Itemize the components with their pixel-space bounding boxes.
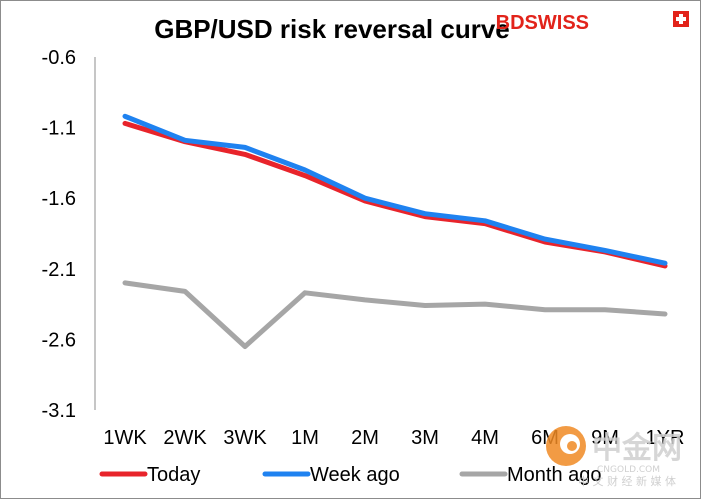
- x-tick-label: 1YR: [646, 427, 685, 449]
- brand-cross-icon: [673, 11, 689, 27]
- y-tick-label: -1.6: [42, 188, 76, 210]
- x-tick-label: 9M: [591, 427, 619, 449]
- series-lines: [122, 113, 668, 349]
- brand-name: BDSWISS: [496, 12, 589, 34]
- legend-label-today: Today: [147, 464, 200, 486]
- watermark-tagline: 中 文 财 经 新 媒 体: [578, 474, 676, 488]
- brand-logo: BDSWISS: [496, 11, 689, 34]
- x-tick-label: 1M: [291, 427, 319, 449]
- watermark-url: CNGOLD.COM: [597, 465, 660, 475]
- x-tick-label: 2M: [351, 427, 379, 449]
- x-tick-label: 3M: [411, 427, 439, 449]
- x-tick-label: 4M: [471, 427, 499, 449]
- y-tick-label: -2.1: [42, 259, 76, 281]
- x-tick-label: 3WK: [223, 427, 267, 449]
- y-tick-label: -0.6: [42, 47, 76, 69]
- watermark-name: 中金网: [592, 431, 682, 466]
- legend-label-month-ago: Month ago: [507, 464, 602, 486]
- x-tick-labels: 1WK 2WK 3WK 1M 2M 3M 4M 6M 9M 1YR: [103, 427, 684, 449]
- y-tick-label: -2.6: [42, 329, 76, 351]
- y-tick-labels: -0.6 -1.1 -1.6 -2.1 -2.6 -3.1: [42, 47, 76, 422]
- y-tick-label: -1.1: [42, 118, 76, 140]
- watermark-logo-icon: [546, 426, 586, 466]
- series-line-month-ago: [122, 280, 668, 349]
- watermark: 中金网 CNGOLD.COM 中 文 财 经 新 媒 体: [546, 426, 682, 488]
- x-tick-label: 1WK: [103, 427, 147, 449]
- y-tick-label: -3.1: [42, 400, 76, 422]
- series-line-week-ago: [122, 113, 668, 266]
- legend-label-week-ago: Week ago: [310, 464, 400, 486]
- legend: Today Week ago Month ago: [99, 464, 602, 486]
- chart-title: GBP/USD risk reversal curve: [154, 14, 510, 44]
- x-tick-label: 2WK: [163, 427, 207, 449]
